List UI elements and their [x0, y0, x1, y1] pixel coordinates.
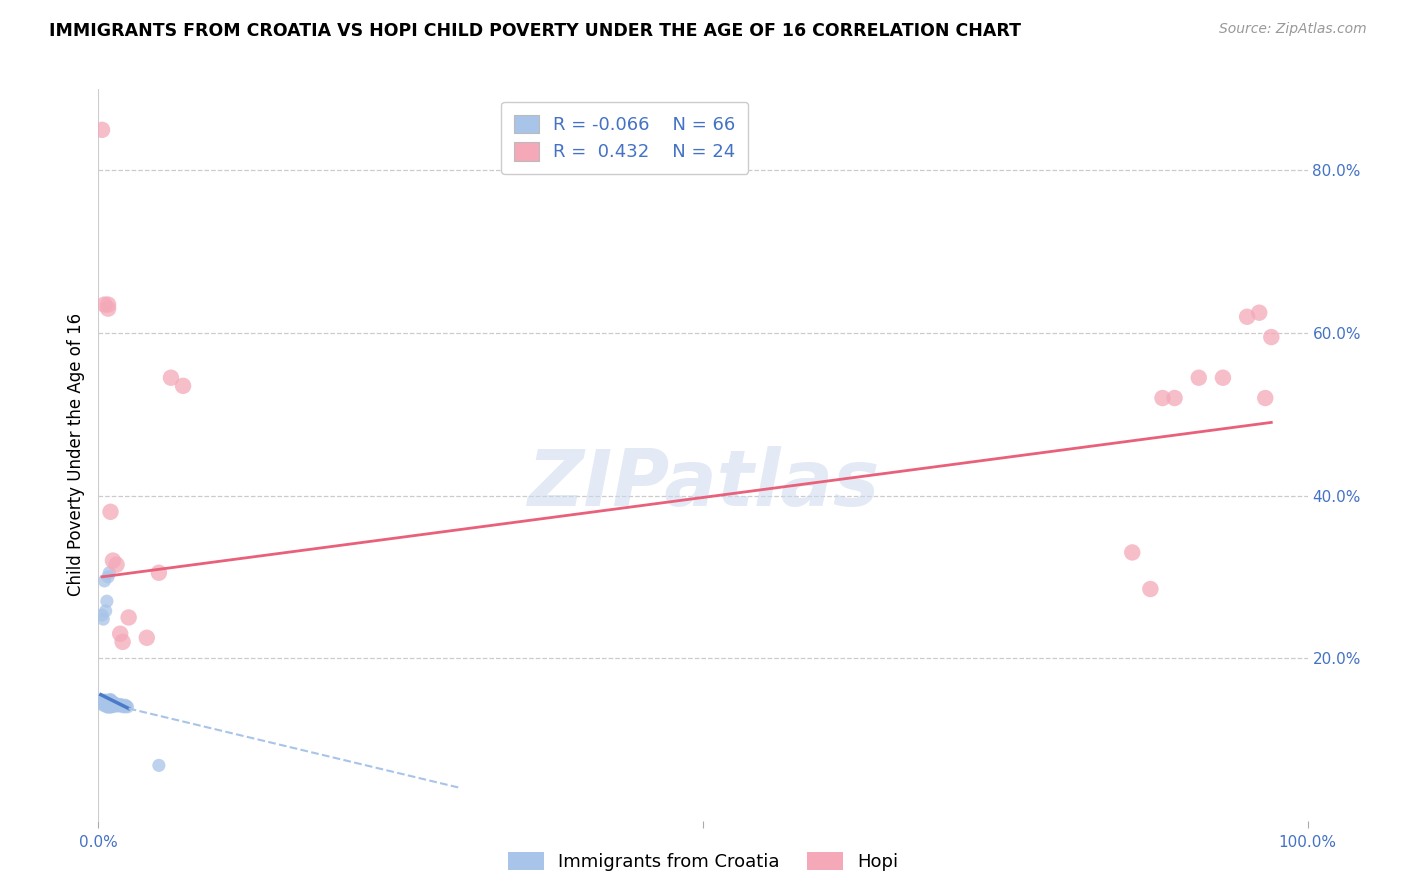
Point: [97, 694, 120, 708]
Point: [100, 695, 122, 709]
Point: [98, 693, 121, 707]
Point: [97, 297, 120, 311]
Point: [98, 698, 121, 713]
Point: [101, 553, 124, 567]
Point: [101, 698, 124, 712]
Point: [107, 698, 129, 713]
Point: [172, 379, 194, 393]
Point: [91, 693, 114, 707]
Point: [112, 699, 135, 714]
Point: [94, 604, 117, 618]
Point: [91, 693, 114, 707]
Point: [96, 698, 118, 712]
Point: [1188, 370, 1211, 384]
Point: [96, 693, 118, 707]
Point: [98, 698, 121, 712]
Point: [108, 698, 131, 712]
Point: [160, 370, 183, 384]
Point: [96, 696, 118, 710]
Point: [118, 610, 141, 624]
Point: [100, 695, 122, 709]
Point: [97, 698, 120, 713]
Point: [1236, 310, 1258, 324]
Point: [1249, 306, 1271, 320]
Point: [91, 698, 114, 713]
Point: [98, 699, 121, 714]
Text: ZIPatlas: ZIPatlas: [527, 446, 879, 522]
Point: [96, 699, 118, 714]
Point: [100, 505, 122, 519]
Point: [115, 699, 138, 714]
Point: [103, 698, 125, 713]
Point: [104, 699, 127, 714]
Point: [90, 696, 112, 710]
Point: [100, 693, 122, 707]
Point: [1260, 330, 1282, 344]
Point: [97, 570, 120, 584]
Point: [1152, 391, 1174, 405]
Point: [111, 635, 134, 649]
Point: [98, 695, 121, 709]
Point: [100, 699, 122, 714]
Point: [94, 698, 117, 713]
Point: [94, 693, 117, 707]
Point: [98, 566, 121, 580]
Text: IMMIGRANTS FROM CROATIA VS HOPI CHILD POVERTY UNDER THE AGE OF 16 CORRELATION CH: IMMIGRANTS FROM CROATIA VS HOPI CHILD PO…: [49, 22, 1021, 40]
Point: [101, 695, 124, 709]
Point: [1121, 545, 1143, 559]
Legend: R = -0.066    N = 66, R =  0.432    N = 24: R = -0.066 N = 66, R = 0.432 N = 24: [501, 102, 748, 174]
Point: [148, 566, 170, 580]
Point: [100, 699, 122, 714]
Point: [100, 694, 122, 708]
Point: [100, 697, 122, 711]
Point: [117, 699, 139, 714]
Point: [93, 698, 115, 712]
Point: [100, 696, 122, 710]
Point: [96, 694, 118, 708]
Point: [108, 699, 131, 714]
Y-axis label: Child Poverty Under the Age of 16: Child Poverty Under the Age of 16: [66, 313, 84, 597]
Point: [97, 301, 120, 316]
Point: [100, 692, 122, 706]
Point: [135, 631, 157, 645]
Point: [91, 123, 114, 137]
Point: [97, 696, 120, 710]
Point: [93, 693, 115, 707]
Point: [1139, 582, 1161, 596]
Point: [103, 696, 125, 710]
Point: [101, 699, 124, 714]
Point: [98, 696, 121, 710]
Point: [105, 558, 128, 572]
Legend: Immigrants from Croatia, Hopi: Immigrants from Croatia, Hopi: [501, 845, 905, 879]
Text: Source: ZipAtlas.com: Source: ZipAtlas.com: [1219, 22, 1367, 37]
Point: [105, 698, 128, 712]
Point: [100, 698, 122, 713]
Point: [100, 698, 122, 712]
Point: [91, 607, 114, 622]
Point: [100, 698, 122, 713]
Point: [114, 698, 136, 713]
Point: [94, 696, 117, 710]
Point: [93, 574, 115, 588]
Point: [97, 698, 120, 712]
Point: [93, 695, 115, 709]
Point: [108, 626, 131, 640]
Point: [1254, 391, 1277, 405]
Point: [148, 758, 170, 772]
Point: [104, 697, 127, 711]
Point: [97, 699, 120, 714]
Point: [110, 698, 132, 713]
Point: [1163, 391, 1185, 405]
Point: [93, 297, 115, 311]
Point: [96, 594, 118, 608]
Point: [91, 696, 114, 710]
Point: [1212, 370, 1234, 384]
Point: [111, 699, 134, 714]
Point: [100, 699, 122, 714]
Point: [91, 612, 114, 626]
Point: [100, 697, 122, 711]
